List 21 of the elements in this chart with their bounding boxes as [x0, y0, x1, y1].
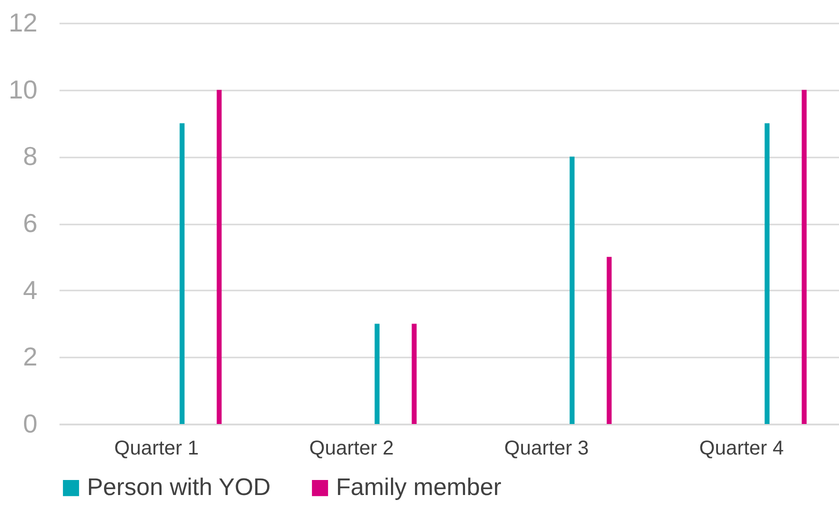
y-tick-label: 10: [8, 74, 38, 104]
bar: [764, 123, 770, 424]
x-tick-label: Quarter 3: [504, 438, 589, 460]
legend-label: Family member: [336, 474, 502, 501]
bar: [802, 90, 807, 424]
y-tick-label: 8: [23, 141, 38, 172]
x-tick-label: Quarter 1: [114, 438, 199, 460]
x-tick-label: Quarter 2: [309, 438, 394, 460]
bar: [216, 90, 222, 424]
x-tick-label: Quarter 4: [699, 438, 784, 460]
y-tick-label: 4: [23, 274, 38, 305]
bar: [570, 156, 575, 424]
bar: [412, 324, 417, 424]
bar: [606, 256, 612, 424]
y-tick-label: 0: [23, 408, 38, 438]
bar: [180, 123, 185, 424]
y-tick-label: 2: [23, 342, 38, 372]
y-tick-label: 6: [23, 208, 38, 238]
bar: [374, 324, 380, 424]
legend-label: Person with YOD: [87, 474, 271, 501]
y-tick-label: 12: [8, 8, 38, 38]
